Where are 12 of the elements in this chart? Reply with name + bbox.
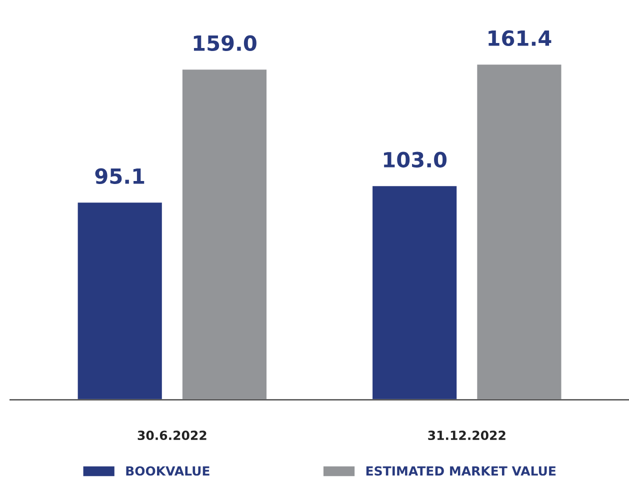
legend-label: ESTIMATED MARKET VALUE <box>366 466 556 476</box>
legend-label: BOOKVALUE <box>126 466 210 476</box>
bar <box>476 63 563 400</box>
data-label: 161.4 <box>488 30 552 46</box>
bar <box>181 68 268 400</box>
bar <box>371 184 458 400</box>
x-tick-label: 31.12.2022 <box>428 430 506 440</box>
data-label: 159.0 <box>194 35 256 52</box>
data-label: 95.1 <box>95 168 144 184</box>
bar <box>76 201 164 400</box>
x-tick-label: 30.6.2022 <box>138 430 206 440</box>
data-label: 103.0 <box>384 152 447 168</box>
